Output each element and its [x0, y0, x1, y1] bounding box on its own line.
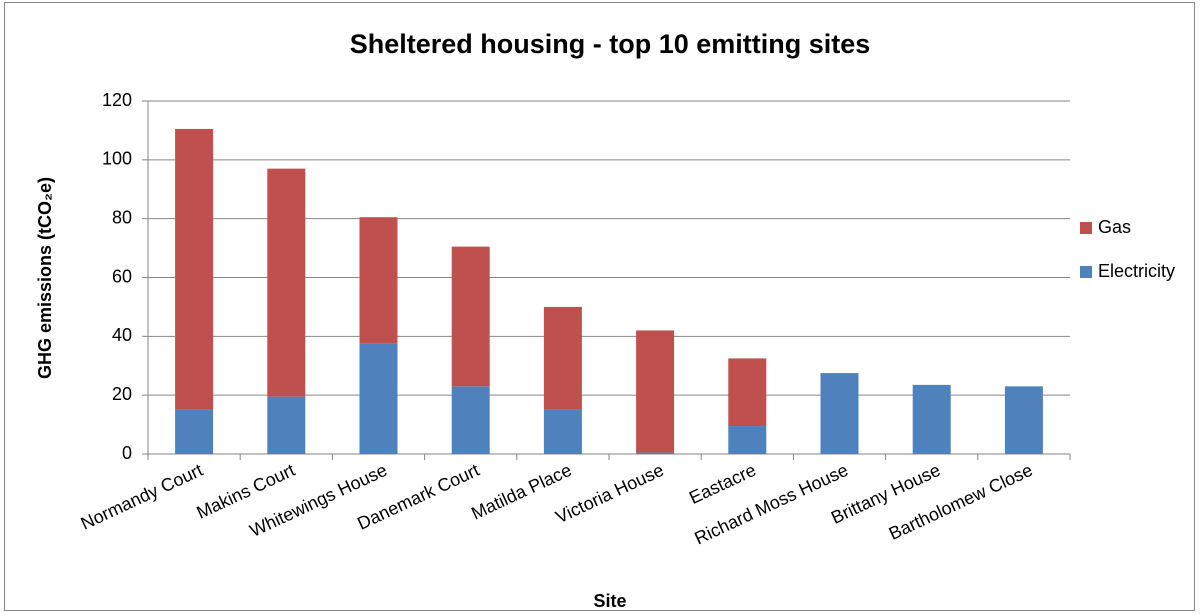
legend-label: Electricity: [1098, 261, 1175, 281]
bar-segment: [636, 452, 675, 454]
bar-segment: [175, 128, 214, 410]
bar-segment: [1004, 386, 1043, 454]
bar-segment: [728, 358, 767, 427]
bar-segment: [636, 330, 675, 453]
y-tick-label: 120: [102, 90, 132, 110]
y-tick-label: 20: [112, 384, 132, 404]
bar-segment: [267, 396, 306, 454]
bar-segment: [451, 246, 490, 387]
bar-segment: [359, 343, 398, 454]
y-tick-label: 100: [102, 149, 132, 169]
bar-segment: [543, 409, 582, 454]
x-axis-title: Site: [593, 591, 626, 611]
y-tick-label: 40: [112, 325, 132, 345]
legend-label: Gas: [1098, 217, 1131, 237]
legend-swatch: [1080, 266, 1092, 278]
bar-segment: [912, 384, 951, 454]
bar-segment: [175, 409, 214, 454]
bar-segment: [359, 217, 398, 344]
legend-swatch: [1080, 222, 1092, 234]
bar-segment: [543, 306, 582, 410]
bar-segment: [820, 373, 859, 454]
y-tick-label: 80: [112, 207, 132, 227]
y-axis-title: GHG emissions (tCO₂e): [35, 177, 55, 379]
chart-title: Sheltered housing - top 10 emitting site…: [350, 29, 871, 59]
y-tick-label: 60: [112, 266, 132, 286]
bar-segment: [267, 168, 306, 397]
bar-segment: [728, 426, 767, 454]
bar-segment: [451, 386, 490, 454]
y-tick-label: 0: [122, 443, 132, 463]
